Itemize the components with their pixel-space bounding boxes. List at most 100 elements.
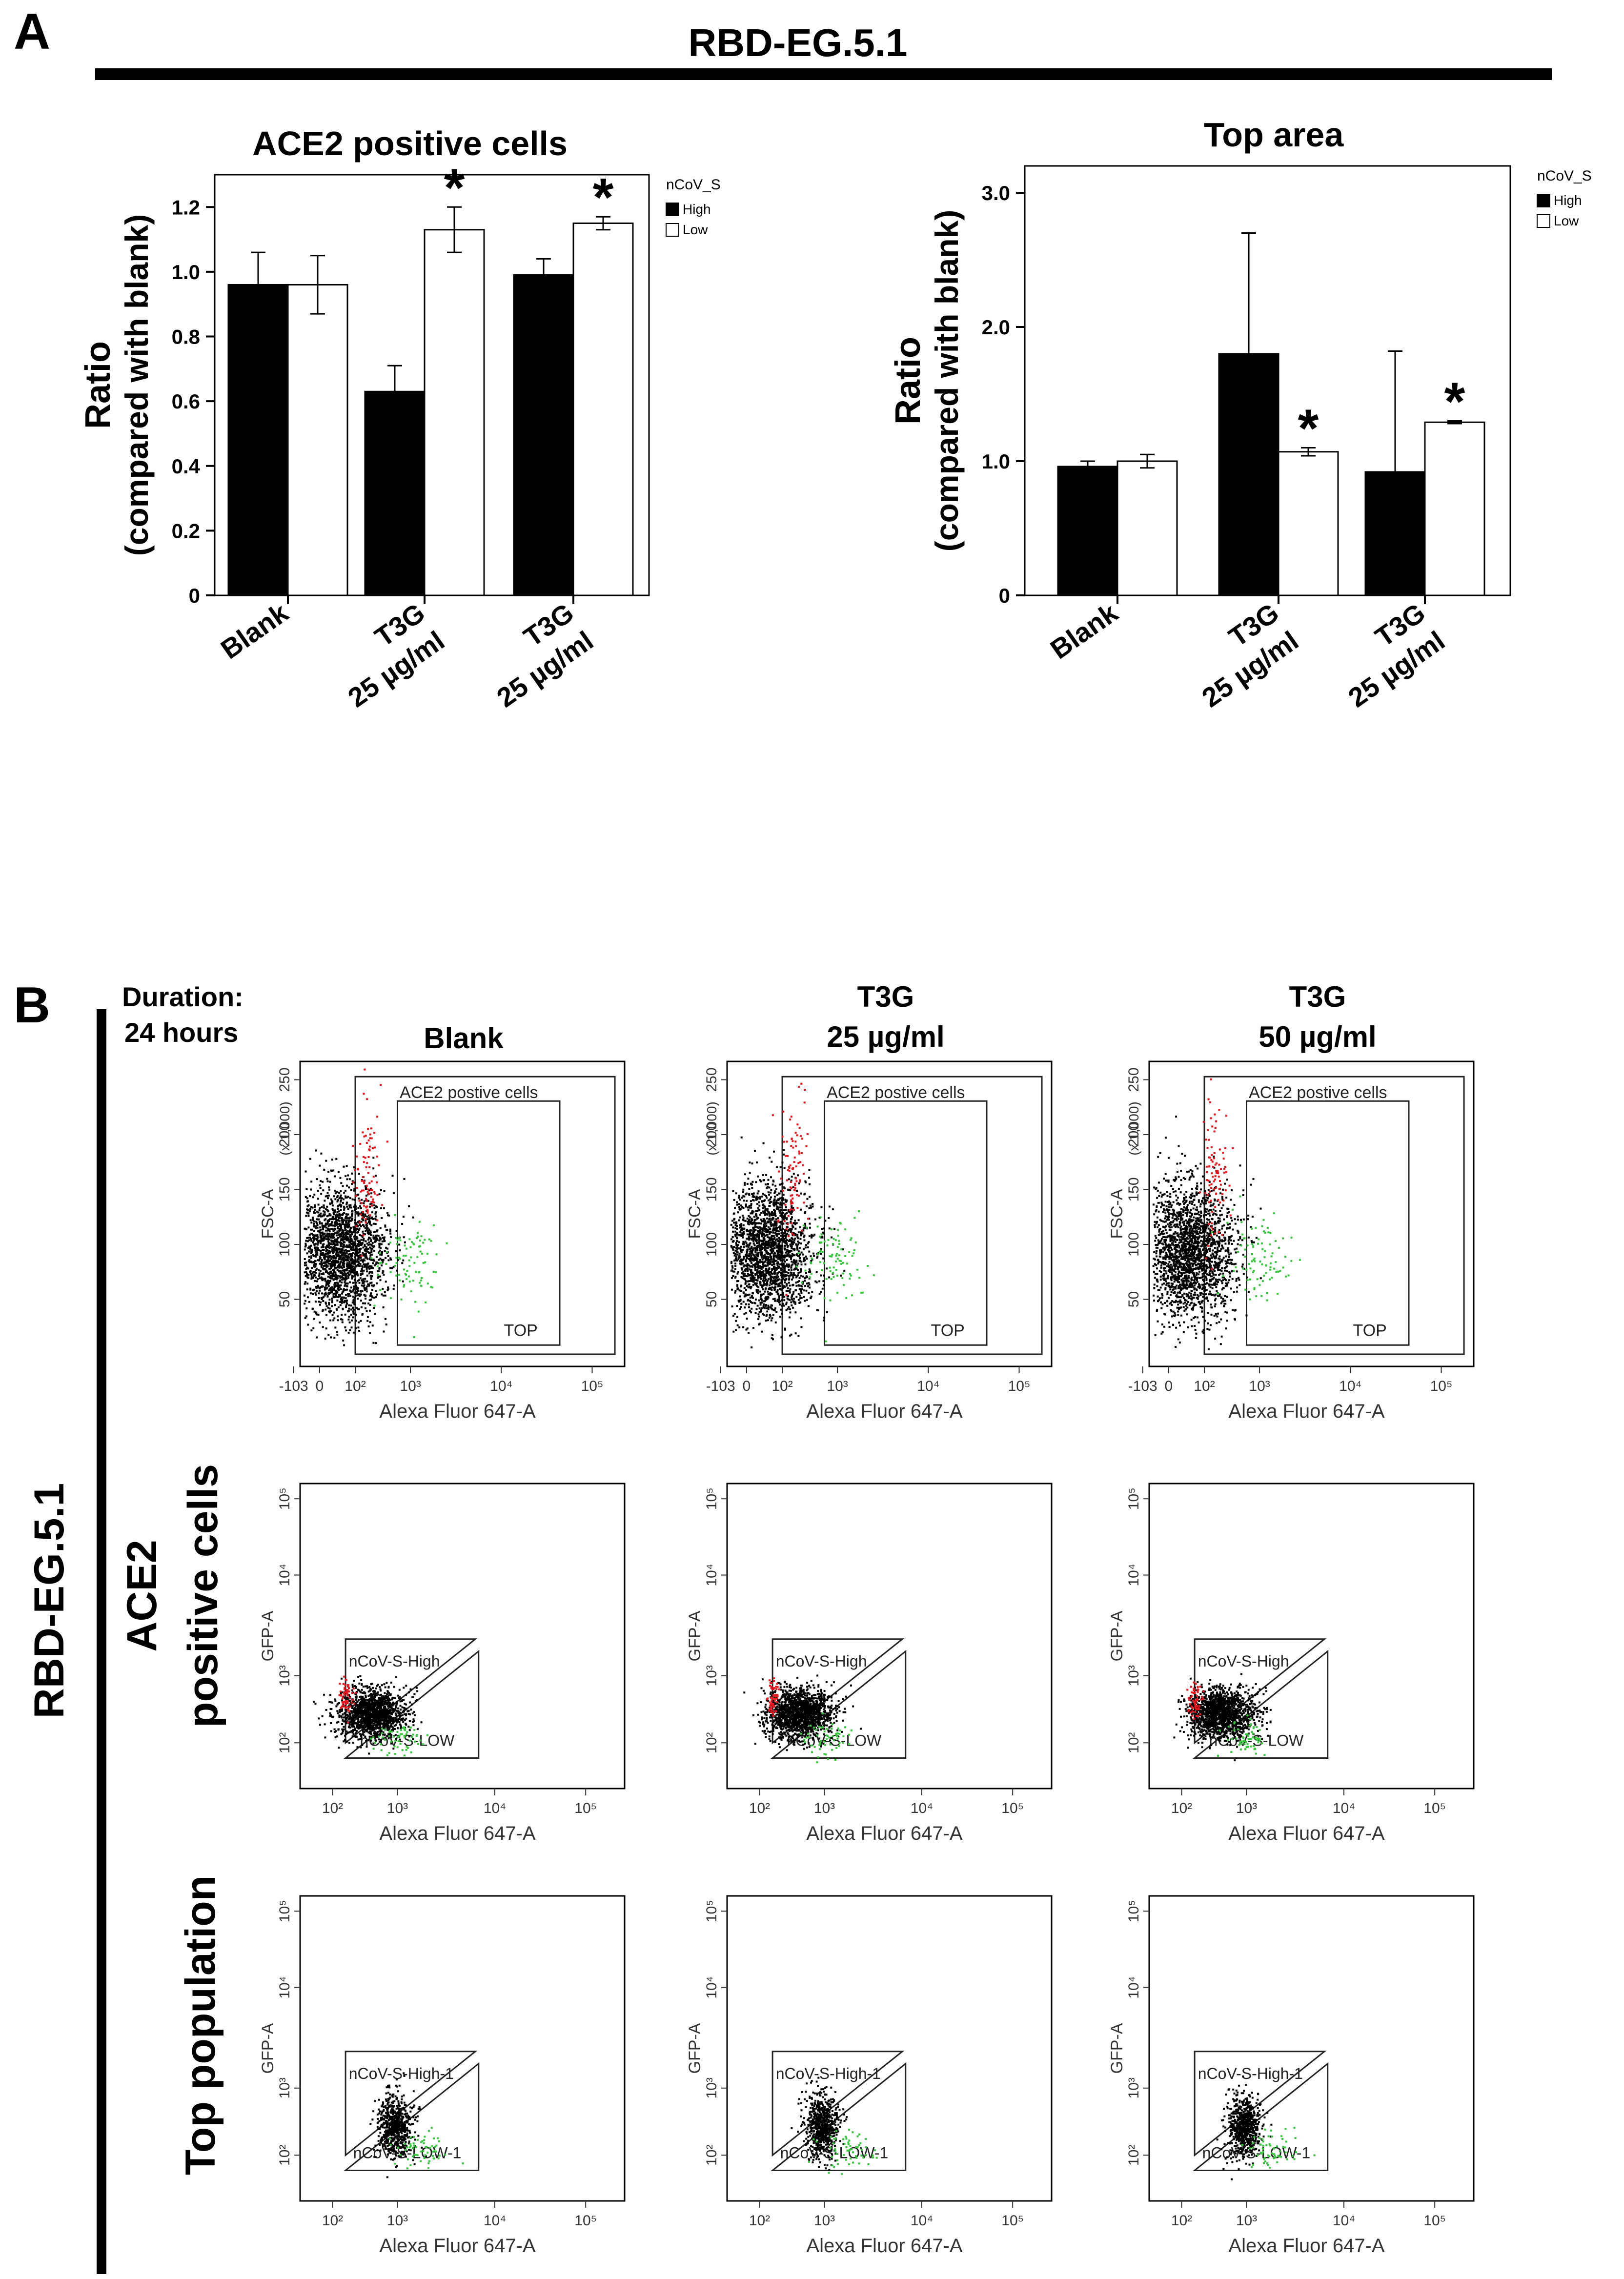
flow-y-label: FSC-A	[259, 1189, 277, 1239]
gate-low	[343, 2062, 480, 2171]
flow-plot-r1-c2: FSC-A Alexa Fluor 647-A -103 0 10² 10³ 10⁴ 10⁵ 5…	[686, 1060, 1053, 1422]
y-tick-label: 1.0	[172, 261, 200, 284]
gate-top-label: TOP	[1353, 1322, 1387, 1340]
bar-high	[1364, 471, 1426, 596]
flow-x-tick-label: 10⁴	[1333, 2213, 1355, 2229]
scatter-dots	[369, 2072, 464, 2178]
panel-a: A RBD-EG.5.1 ACE2 positive cells 0 0.2 0.4 0.6…	[14, 3, 1592, 713]
flow-x-tick-label: 0	[743, 1378, 751, 1394]
flow-y-tick-label: 200	[704, 1122, 720, 1147]
flow-x-tick-label: 10³	[1236, 2213, 1257, 2229]
flow-x-label: Alexa Fluor 647-A	[379, 1401, 535, 1422]
flow-x-tick-label: -103	[279, 1378, 308, 1394]
flow-y-tick-label: 100	[277, 1232, 293, 1257]
flow-y-tick-label: 150	[277, 1177, 293, 1201]
flow-plot-frame	[726, 1060, 1053, 1367]
flow-y-tick-label: 10²	[277, 2145, 293, 2166]
scatter-green	[370, 1726, 428, 1757]
scatter-black	[304, 1149, 414, 1346]
scatter-black	[791, 2076, 848, 2171]
legend: nCoV_S High Low	[666, 177, 721, 237]
flow-y-tick-label: 200	[277, 1122, 293, 1147]
bar-low	[1424, 421, 1485, 596]
scatter-black	[1216, 2075, 1273, 2180]
section-title: RBD-EG.5.1	[689, 21, 908, 64]
legend-swatch-low	[1537, 214, 1550, 228]
x-tick-label: Blank	[1045, 597, 1124, 665]
flow-x-tick-label: 10⁴	[484, 2213, 506, 2229]
flow-x-label: Alexa Fluor 647-A	[806, 1823, 962, 1844]
legend-swatch-high	[1537, 194, 1550, 207]
flow-y-label: GFP-A	[1108, 1610, 1126, 1661]
flow-plot-frame	[299, 1895, 626, 2202]
flow-plot-frame	[1148, 1895, 1475, 2202]
flow-y-tick-label: 10²	[1126, 2145, 1142, 2166]
flow-x-tick-label: 10²	[1194, 1378, 1215, 1394]
flow-y-tick-label: 10⁴	[704, 1976, 720, 1998]
flow-y-label: GFP-A	[1108, 2023, 1126, 2074]
error-bar	[1301, 447, 1316, 457]
flow-x-tick-label: 10⁵	[1430, 1378, 1453, 1394]
scatter-dots	[1216, 2075, 1316, 2180]
flow-y-tick-label: 100	[704, 1232, 720, 1257]
scatter-black	[743, 1674, 862, 1751]
flow-x-label: Alexa Fluor 647-A	[1228, 1401, 1384, 1422]
scatter-dots	[313, 1675, 428, 1757]
flow-x-tick-label: 10³	[387, 1800, 408, 1816]
legend-label-low: Low	[1554, 213, 1579, 228]
flow-y-tick-label: 10⁵	[1126, 1487, 1142, 1510]
gate-low-label: nCoV-S-LOW-1	[1202, 2144, 1311, 2162]
scatter-green	[388, 2127, 464, 2170]
flow-y-label: GFP-A	[686, 1610, 704, 1661]
column-title-3: 50 µg/ml	[1259, 1020, 1376, 1053]
scatter-dots	[1152, 1078, 1301, 1350]
flow-x-tick-label: 10⁴	[484, 1800, 506, 1816]
gate-ace2-positive	[1203, 1076, 1465, 1355]
flow-x-tick-label: -103	[1128, 1378, 1157, 1394]
flow-x-label: Alexa Fluor 647-A	[379, 1823, 535, 1844]
gate-ace2-positive	[781, 1076, 1043, 1355]
title-rule	[95, 68, 1552, 80]
flow-x-tick-label: 10⁵	[1001, 2213, 1024, 2229]
y-tick-label: 0	[999, 584, 1010, 607]
flow-plot-r2-c2: GFP-A Alexa Fluor 647-A 10² 10³ 10⁴ 10⁵ 10² 10³…	[686, 1483, 1053, 1844]
flow-plot-frame	[726, 1483, 1053, 1790]
y-axis-label: Ratio	[79, 341, 118, 429]
x-category-label: Blank	[1045, 597, 1124, 665]
duration-label: Duration:	[122, 981, 244, 1012]
legend-title: nCoV_S	[666, 177, 721, 193]
flow-plot-frame	[299, 1060, 626, 1367]
flow-plot-r1-c1: FSC-A Alexa Fluor 647-A -103 0 10² 10³ 10⁴ 10⁵ 5…	[259, 1060, 626, 1422]
scatter-dots	[304, 1068, 448, 1346]
significance-star: *	[1298, 399, 1319, 459]
legend-label-high: High	[1554, 193, 1582, 208]
flow-x-tick-label: 10²	[749, 2213, 770, 2229]
scatter-dots	[743, 1674, 862, 1764]
scatter-green	[1241, 2127, 1316, 2169]
flow-x-tick-label: 10³	[1236, 1800, 1257, 1816]
flow-y-tick-label: 10³	[1126, 2077, 1142, 2098]
legend: nCoV_S High Low	[1537, 168, 1592, 228]
flow-x-tick-label: 10²	[1171, 1800, 1192, 1816]
flow-x-tick-label: 10³	[827, 1378, 848, 1394]
gate-high-label: nCoV-S-High	[349, 1652, 440, 1670]
scatter-red	[771, 1082, 810, 1296]
gate-high-label: nCoV-S-High-1	[349, 2065, 454, 2082]
flow-y-tick-label: 250	[277, 1067, 293, 1092]
duration-value: 24 hours	[124, 1017, 238, 1048]
flow-y-tick-label: 10³	[704, 1665, 720, 1686]
gate-high	[345, 1638, 478, 1745]
flow-x-label: Alexa Fluor 647-A	[1228, 1823, 1384, 1844]
gate-high	[1194, 2051, 1327, 2157]
flow-x-tick-label: 10³	[814, 1800, 835, 1816]
flow-y-tick-label: 10⁵	[1126, 1900, 1142, 1922]
error-bar	[596, 216, 610, 231]
x-tick-label: Blank	[215, 597, 294, 665]
flow-plot-r3-c2: GFP-A Alexa Fluor 647-A 10² 10³ 10⁴ 10⁵ 10² 10³…	[686, 1895, 1053, 2257]
flow-x-label: Alexa Fluor 647-A	[379, 2235, 535, 2257]
gate-high-label: nCoV-S-High-1	[1198, 2065, 1303, 2082]
column-title-1: Blank	[424, 1022, 504, 1055]
flow-x-tick-label: 10⁴	[1333, 1800, 1355, 1816]
gate-ace2-label: ACE2 postive cells	[400, 1083, 538, 1102]
